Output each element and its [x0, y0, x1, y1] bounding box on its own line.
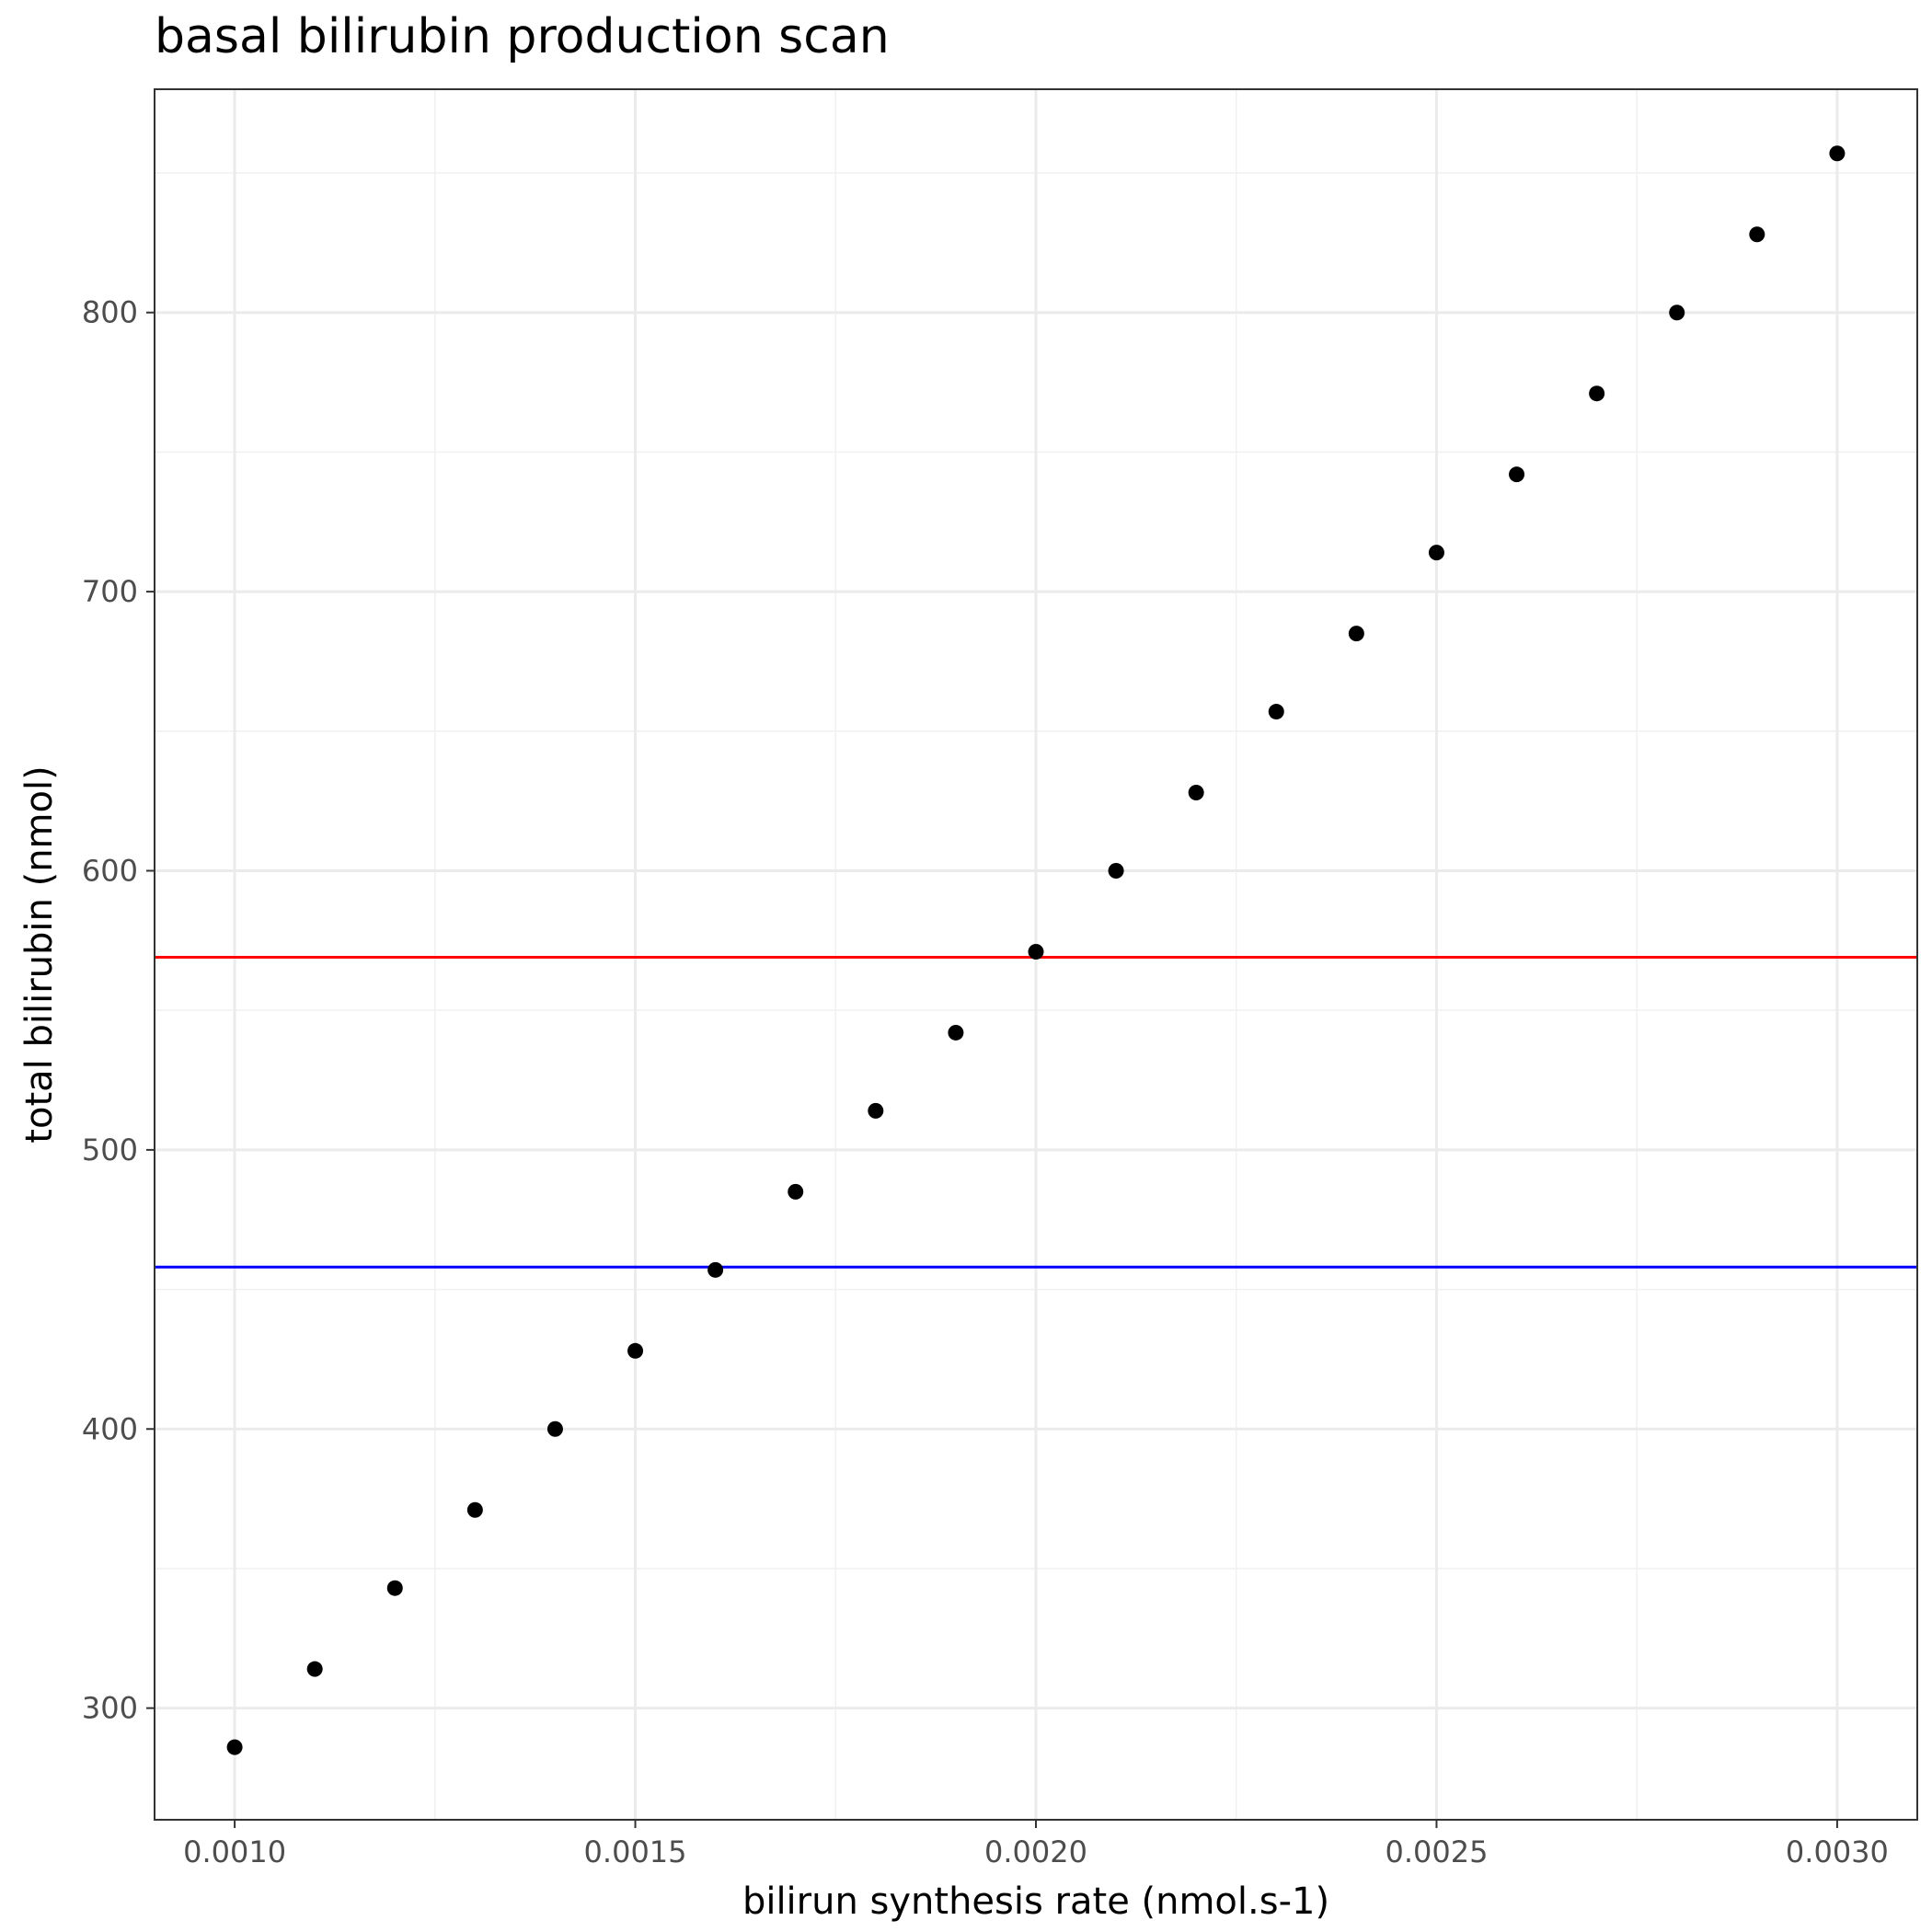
data-point: [1348, 626, 1364, 642]
x-tick-label: 0.0020: [984, 1834, 1087, 1869]
data-points: [226, 145, 1846, 1755]
chart-title: basal bilirubin production scan: [155, 9, 890, 64]
data-point: [1749, 226, 1765, 243]
data-point: [546, 1420, 563, 1437]
y-axis-title: total bilirubin (nmol): [18, 765, 61, 1143]
data-point: [1108, 862, 1124, 879]
x-tick-label: 0.0015: [584, 1834, 687, 1869]
data-point: [1589, 385, 1605, 402]
y-tick-label: 300: [82, 1691, 138, 1726]
data-point: [707, 1261, 724, 1278]
y-tick-label: 500: [82, 1133, 138, 1167]
data-point: [1268, 704, 1284, 720]
data-point: [386, 1580, 403, 1596]
data-point: [1509, 466, 1525, 483]
x-tick-label: 0.0025: [1385, 1834, 1488, 1869]
data-point: [466, 1501, 483, 1518]
data-point: [1188, 785, 1204, 801]
y-tick-label: 400: [82, 1411, 138, 1446]
x-tick-label: 0.0030: [1786, 1834, 1889, 1869]
grid-lines: [155, 89, 1917, 1820]
data-point: [868, 1102, 884, 1119]
data-point: [1829, 145, 1846, 162]
y-tick-label: 600: [82, 853, 138, 888]
data-point: [1669, 305, 1685, 321]
x-axis-title: bilirun synthesis rate (nmol.s-1): [742, 1880, 1329, 1923]
data-point: [788, 1183, 804, 1200]
y-tick-label: 800: [82, 295, 138, 330]
y-tick-label: 700: [82, 574, 138, 609]
data-point: [306, 1661, 323, 1677]
x-tick-label: 0.0010: [183, 1834, 286, 1869]
data-point: [1028, 943, 1044, 960]
data-point: [948, 1024, 964, 1041]
data-point: [226, 1739, 243, 1755]
data-point: [627, 1342, 644, 1359]
data-point: [1428, 545, 1444, 561]
axes: 0.0010 0.0015 0.0020 0.0025 0.0030 300 400 500 6…: [82, 295, 1889, 1869]
